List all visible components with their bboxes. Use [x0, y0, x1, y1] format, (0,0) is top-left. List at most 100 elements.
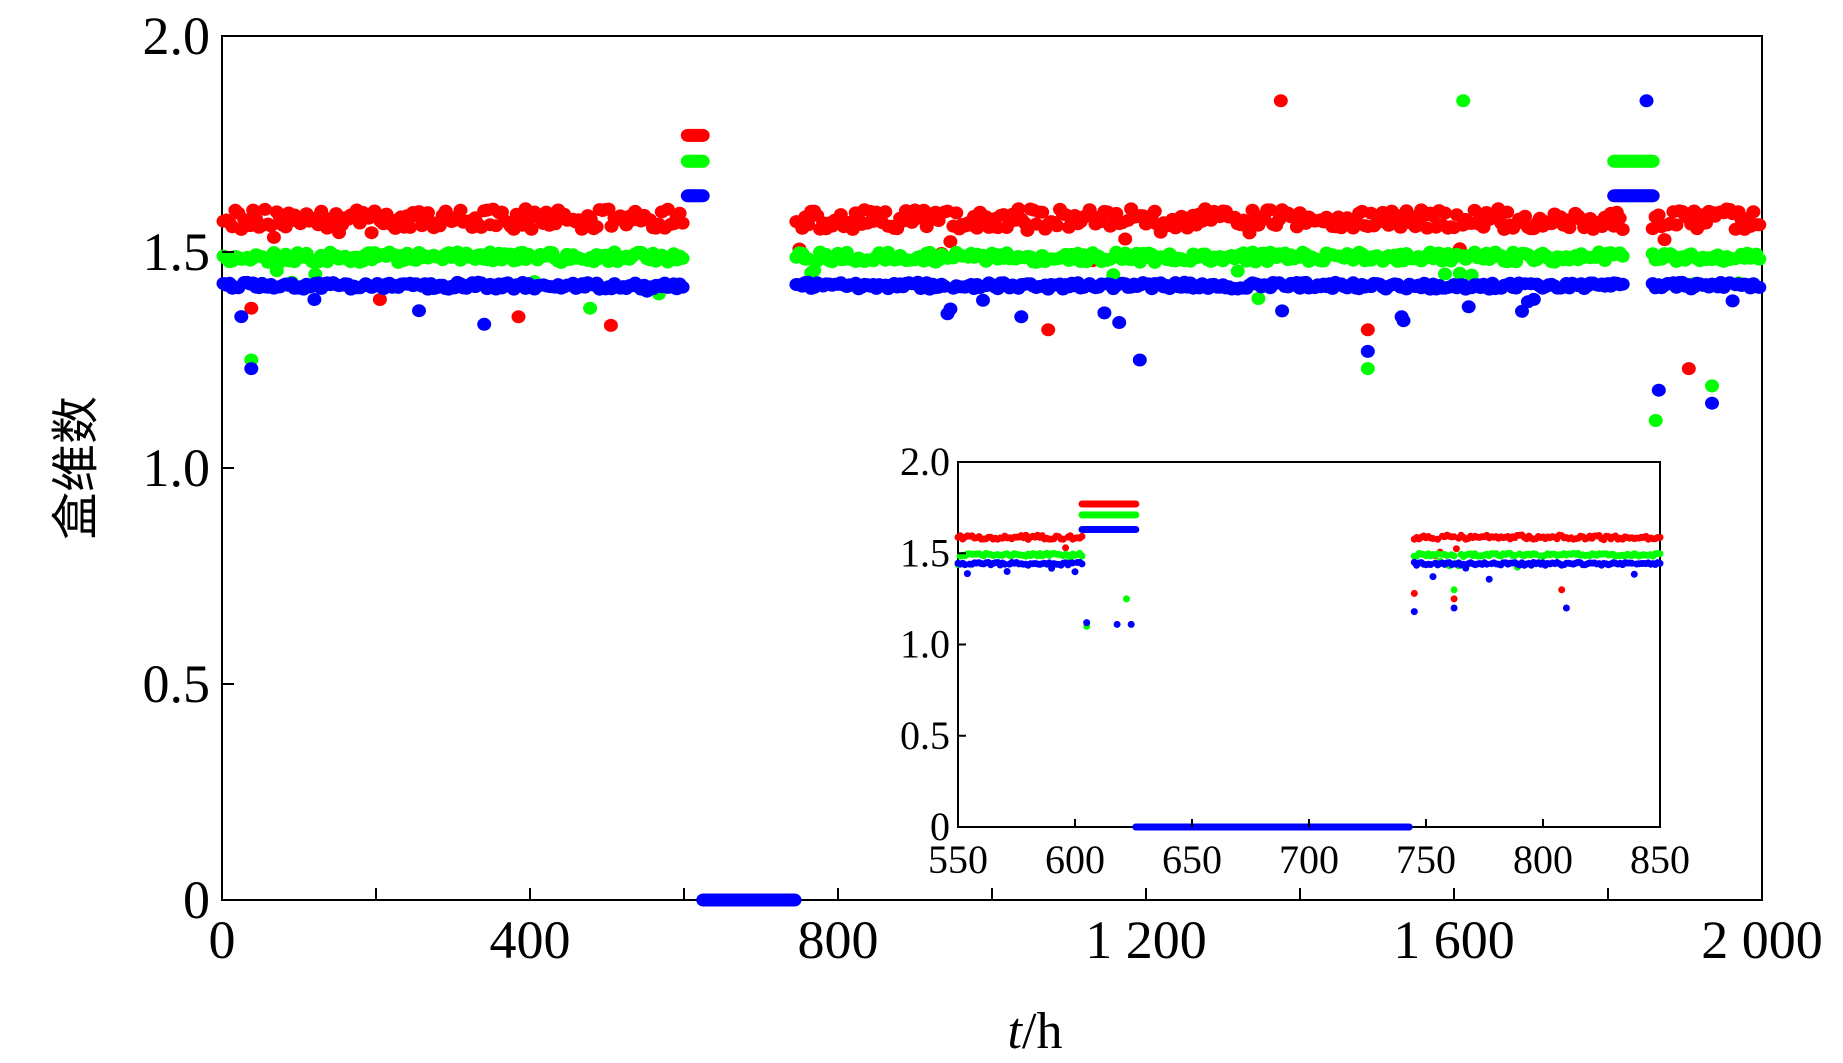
- inset-plot: 550 600 650 700 750 800 850 0 0.5 1.0 1.5 2.0: [900, 439, 1690, 882]
- data-point: [1112, 316, 1127, 329]
- data-point: [1360, 362, 1375, 376]
- y-tick-label: 2.0: [143, 6, 211, 66]
- data-point: [307, 293, 322, 306]
- data-point: [266, 246, 281, 260]
- series-green: [954, 511, 1664, 630]
- data-point: [263, 219, 278, 233]
- x-tick-label: 400: [490, 910, 571, 970]
- data-point: [1558, 586, 1566, 594]
- data-point: [695, 154, 710, 168]
- data-point: [1752, 280, 1767, 294]
- data-point: [1429, 573, 1437, 581]
- x-tick-label: 2 000: [1701, 910, 1823, 970]
- x-tick-label: 800: [1513, 837, 1573, 882]
- data-point: [1651, 208, 1666, 222]
- y-tick-label: 1.5: [900, 530, 950, 575]
- data-point: [1050, 219, 1064, 233]
- data-point: [949, 206, 964, 220]
- data-point: [1705, 379, 1719, 393]
- data-point: [963, 570, 971, 578]
- data-point: [1078, 552, 1086, 560]
- data-point: [244, 362, 259, 376]
- data-point: [1681, 362, 1696, 376]
- data-point: [1083, 619, 1091, 627]
- data-point: [675, 251, 690, 265]
- data-point: [1752, 252, 1767, 266]
- data-point: [1456, 94, 1471, 108]
- data-point: [695, 128, 710, 142]
- data-point: [314, 204, 329, 218]
- data-point: [1651, 383, 1666, 397]
- data-point: [266, 230, 281, 244]
- data-point: [1562, 604, 1570, 612]
- data-point: [403, 220, 418, 234]
- data-point: [1062, 544, 1070, 552]
- data-point: [258, 202, 272, 216]
- data-point: [511, 310, 526, 324]
- data-point: [695, 189, 710, 203]
- data-point: [453, 203, 468, 217]
- data-point: [1230, 264, 1245, 278]
- data-point: [1452, 266, 1467, 280]
- data-point: [1645, 189, 1660, 203]
- data-point: [1438, 267, 1452, 281]
- data-point: [1615, 277, 1630, 291]
- y-tick-label: 1.0: [143, 438, 211, 498]
- x-tick-label: 1 600: [1393, 910, 1515, 970]
- data-point: [1450, 604, 1458, 612]
- data-point: [1071, 568, 1079, 576]
- y-tick-label: 1.0: [900, 622, 950, 667]
- data-point: [1405, 823, 1413, 831]
- data-point: [1251, 292, 1266, 305]
- data-point: [1035, 205, 1050, 219]
- data-point: [1147, 204, 1162, 218]
- data-point: [1639, 94, 1654, 108]
- data-point: [1752, 218, 1767, 232]
- data-point: [1078, 532, 1086, 540]
- data-point: [1263, 203, 1278, 217]
- data-point: [1648, 414, 1663, 427]
- data-point: [1615, 249, 1630, 263]
- series-red: [954, 500, 1664, 603]
- data-point: [787, 893, 802, 907]
- x-tick-label: 550: [928, 837, 988, 882]
- data-point: [1485, 575, 1493, 583]
- data-point: [1132, 526, 1140, 533]
- data-point: [234, 310, 249, 324]
- y-tick-label: 1.5: [143, 222, 211, 282]
- data-point: [1097, 306, 1112, 320]
- x-tick-label: 750: [1396, 837, 1456, 882]
- data-point: [1452, 545, 1460, 553]
- data-point: [1273, 94, 1288, 108]
- x-axis-title: t/h: [1008, 1003, 1063, 1060]
- data-point: [583, 301, 598, 315]
- data-point: [432, 219, 447, 233]
- series-green: [216, 94, 1767, 427]
- data-point: [1123, 595, 1130, 603]
- data-point: [1118, 232, 1133, 246]
- data-point: [1656, 559, 1664, 567]
- data-point: [1725, 294, 1740, 308]
- x-tick-label: 700: [1279, 837, 1339, 882]
- data-point: [589, 220, 604, 234]
- data-point: [1612, 211, 1627, 225]
- data-point: [1410, 589, 1418, 597]
- x-tick-label: 600: [1045, 837, 1105, 882]
- data-point: [1500, 205, 1515, 219]
- x-tick-label: 650: [1162, 837, 1222, 882]
- data-point: [1669, 218, 1684, 232]
- data-point: [1360, 344, 1375, 358]
- data-point: [1132, 500, 1140, 508]
- data-point: [1275, 304, 1290, 318]
- data-point: [1078, 560, 1086, 568]
- data-point: [1109, 206, 1124, 220]
- data-point: [1242, 226, 1257, 240]
- data-point: [1461, 300, 1476, 314]
- x-tick-label: 1 200: [1085, 910, 1207, 970]
- data-point: [1526, 292, 1541, 306]
- y-tick-label: 0.5: [143, 654, 211, 714]
- data-point: [672, 206, 687, 220]
- data-point: [1113, 620, 1121, 628]
- x-tick-label: 850: [1630, 837, 1690, 882]
